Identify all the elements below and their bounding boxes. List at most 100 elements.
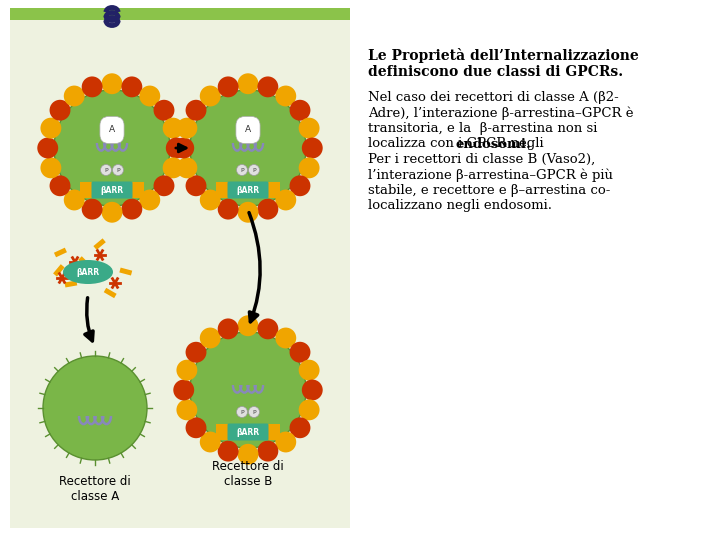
Text: A: A [109, 125, 115, 134]
Text: l’interazione β-arrestina–GPCR è più: l’interazione β-arrestina–GPCR è più [368, 168, 613, 182]
Circle shape [176, 400, 197, 420]
Text: P: P [240, 410, 244, 415]
Circle shape [40, 118, 61, 139]
Circle shape [289, 176, 310, 196]
Circle shape [186, 100, 207, 120]
Circle shape [199, 328, 220, 348]
Text: A: A [245, 125, 251, 134]
Circle shape [289, 100, 310, 120]
Circle shape [101, 165, 112, 176]
Text: transitoria, e la  β-arrestina non si: transitoria, e la β-arrestina non si [368, 122, 598, 135]
Text: P: P [116, 168, 120, 173]
Circle shape [102, 202, 122, 222]
Circle shape [140, 190, 161, 211]
Circle shape [299, 158, 320, 178]
Text: βARR: βARR [100, 186, 124, 195]
Circle shape [43, 356, 147, 460]
Text: Le Proprietà dell’Internalizzazione: Le Proprietà dell’Internalizzazione [368, 48, 639, 63]
Circle shape [50, 100, 71, 120]
Circle shape [174, 380, 194, 401]
Circle shape [238, 444, 258, 465]
FancyArrow shape [94, 238, 106, 250]
Circle shape [163, 158, 184, 178]
Text: localizza con i GPCR negli: localizza con i GPCR negli [368, 138, 548, 151]
Circle shape [81, 199, 102, 220]
Bar [268, 182, 280, 198]
Ellipse shape [63, 260, 113, 284]
Bar [10, 8, 350, 528]
FancyArrow shape [65, 280, 77, 287]
Bar [80, 182, 92, 198]
Circle shape [186, 342, 207, 363]
Circle shape [289, 417, 310, 438]
Circle shape [238, 73, 258, 94]
Circle shape [176, 158, 197, 178]
Circle shape [122, 199, 143, 220]
Circle shape [299, 400, 320, 420]
FancyArrow shape [53, 264, 65, 276]
Circle shape [186, 417, 207, 438]
Text: P: P [104, 168, 108, 173]
Circle shape [140, 85, 161, 106]
Circle shape [112, 165, 124, 176]
Circle shape [238, 202, 258, 222]
Circle shape [186, 176, 207, 196]
Circle shape [236, 407, 248, 417]
Circle shape [64, 190, 85, 211]
Circle shape [199, 190, 220, 211]
Text: P: P [252, 410, 256, 415]
Text: βARR: βARR [76, 268, 99, 277]
Circle shape [275, 85, 296, 106]
Circle shape [258, 77, 279, 97]
Circle shape [299, 360, 320, 381]
Circle shape [190, 332, 306, 448]
Text: definiscono due classi di GPCRs.: definiscono due classi di GPCRs. [368, 64, 623, 78]
Circle shape [217, 199, 238, 220]
Text: Adre), l’interazione β-arrestina–GPCR è: Adre), l’interazione β-arrestina–GPCR è [368, 106, 634, 120]
Bar [10, 8, 350, 20]
Circle shape [217, 319, 238, 339]
FancyBboxPatch shape [228, 423, 269, 441]
Text: localizzano negli endosomi.: localizzano negli endosomi. [368, 199, 552, 213]
Text: Nel caso dei recettori di classe A (β2-: Nel caso dei recettori di classe A (β2- [368, 91, 618, 104]
Circle shape [102, 73, 122, 94]
Circle shape [248, 407, 259, 417]
Bar [216, 182, 228, 198]
Text: Recettore di
classe B: Recettore di classe B [212, 460, 284, 488]
Circle shape [64, 85, 85, 106]
Text: endosomi.: endosomi. [456, 138, 531, 151]
Circle shape [81, 77, 102, 97]
Circle shape [217, 77, 238, 97]
Circle shape [153, 100, 174, 120]
Circle shape [199, 431, 220, 453]
Text: P: P [240, 168, 244, 173]
Bar [216, 424, 228, 440]
Circle shape [275, 328, 296, 348]
FancyArrow shape [54, 248, 67, 257]
Circle shape [258, 199, 279, 220]
FancyArrow shape [104, 288, 117, 298]
Circle shape [174, 138, 194, 158]
Circle shape [238, 315, 258, 336]
Text: P: P [252, 168, 256, 173]
Circle shape [248, 165, 259, 176]
FancyBboxPatch shape [228, 181, 269, 199]
Text: βARR: βARR [236, 186, 260, 195]
Circle shape [258, 441, 279, 462]
Circle shape [236, 165, 248, 176]
Bar [268, 424, 280, 440]
Circle shape [190, 90, 306, 206]
Circle shape [275, 190, 296, 211]
Circle shape [122, 77, 143, 97]
Circle shape [54, 90, 170, 206]
Circle shape [302, 380, 323, 401]
Circle shape [289, 342, 310, 363]
Circle shape [217, 441, 238, 462]
FancyBboxPatch shape [91, 181, 132, 199]
Circle shape [153, 176, 174, 196]
Bar [132, 182, 144, 198]
Text: Per i recettori di classe B (Vaso2),: Per i recettori di classe B (Vaso2), [368, 153, 595, 166]
FancyArrow shape [75, 262, 87, 269]
Circle shape [199, 85, 220, 106]
Circle shape [37, 138, 58, 158]
